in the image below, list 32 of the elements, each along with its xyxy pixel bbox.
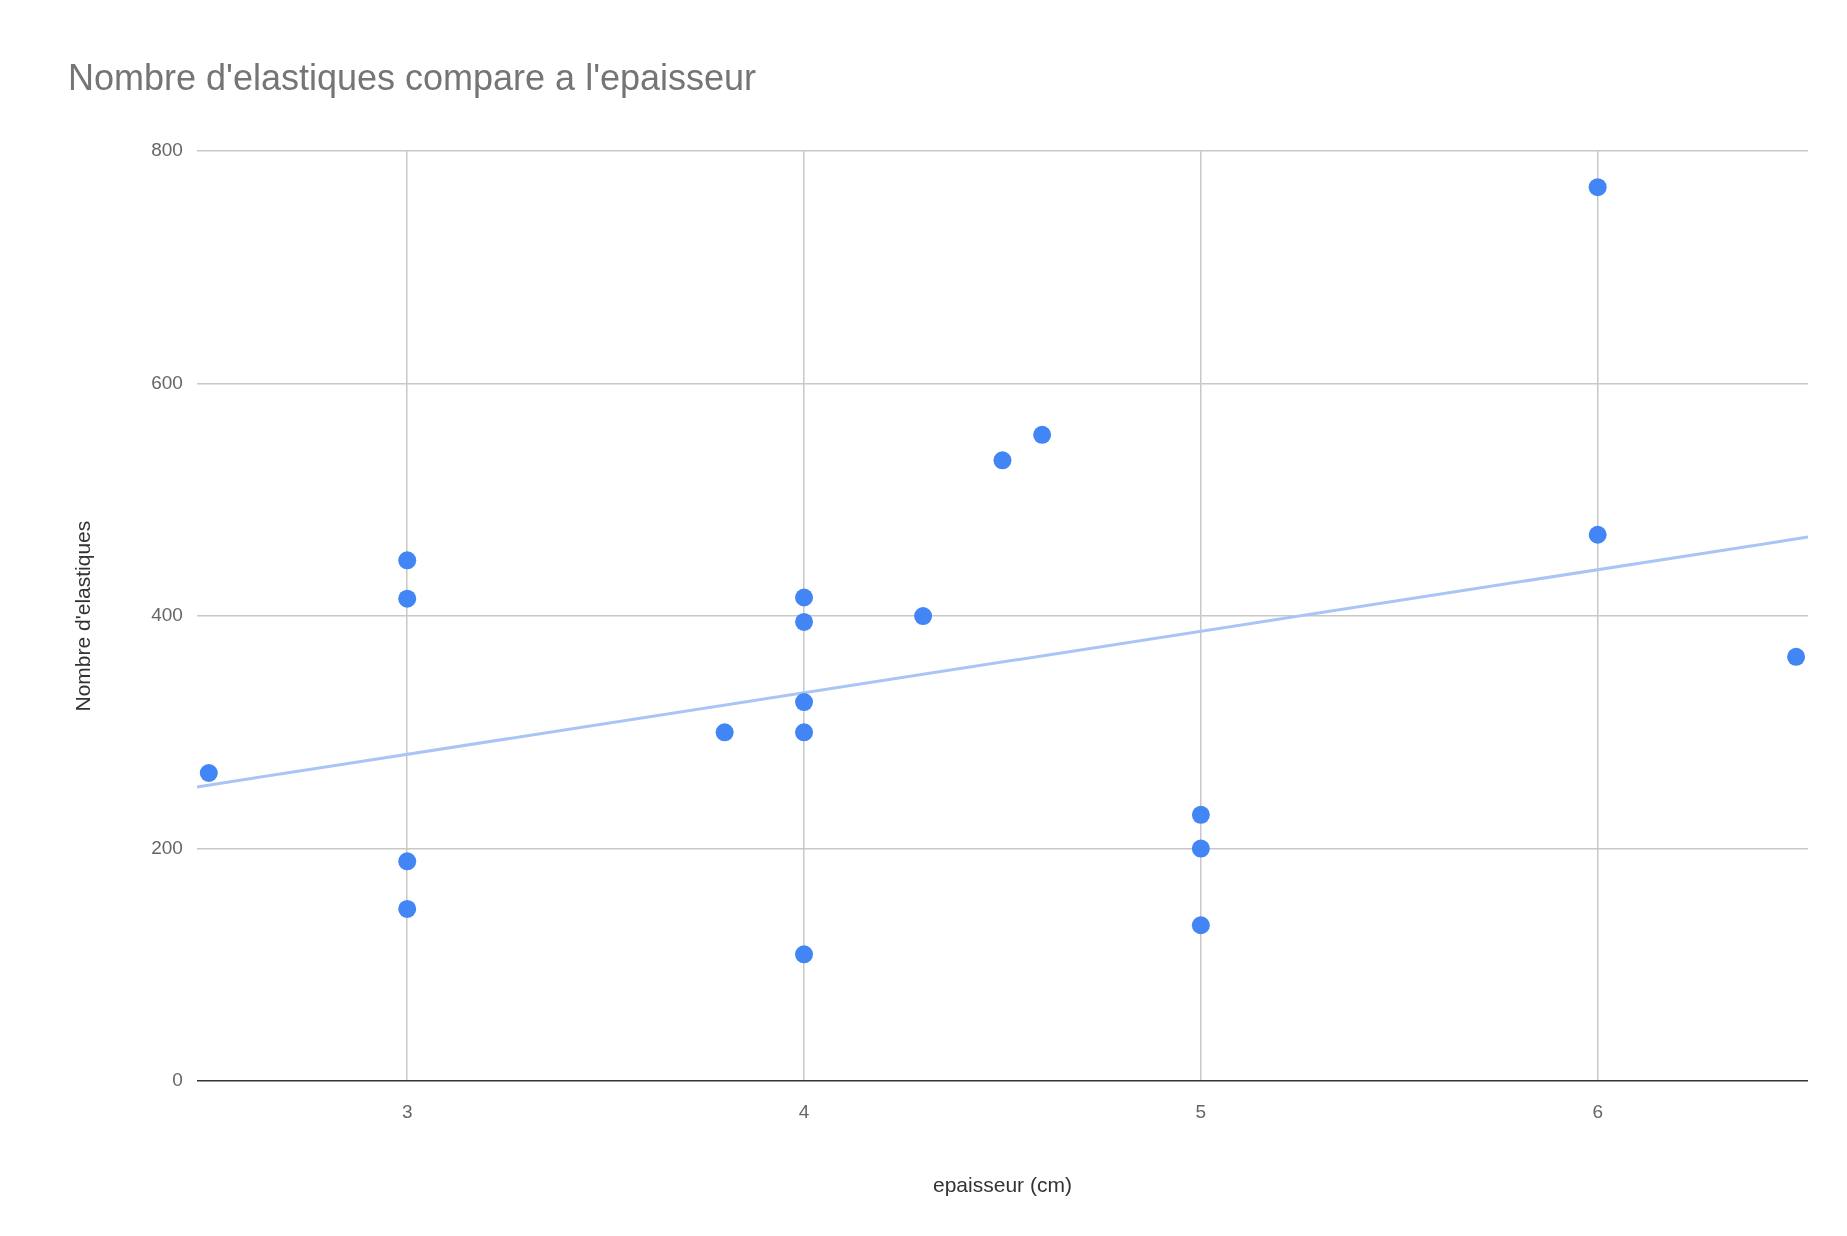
- point: [1191, 805, 1210, 824]
- x-tick-label: 4: [798, 1100, 810, 1122]
- point: [199, 764, 218, 782]
- point: [398, 852, 417, 871]
- y-tick-label: 400: [151, 604, 183, 626]
- point: [1033, 425, 1052, 444]
- point: [795, 612, 814, 631]
- point: [795, 588, 814, 607]
- x-tick-label: 3: [401, 1100, 413, 1122]
- point: [1191, 916, 1210, 935]
- point: [398, 551, 417, 570]
- point: [715, 723, 734, 742]
- x-tick-label: 6: [1592, 1100, 1603, 1122]
- chart-title: Nombre d'elastiques compare a l'epaisseur: [68, 56, 757, 98]
- point: [795, 723, 814, 742]
- y-tick-label: 0: [172, 1069, 183, 1091]
- point: [1787, 647, 1806, 666]
- point: [993, 451, 1012, 470]
- point: [1588, 525, 1607, 544]
- point: [795, 693, 814, 712]
- point: [398, 589, 417, 608]
- point: [914, 607, 933, 626]
- x-axis-title: epaisseur (cm): [933, 1173, 1072, 1197]
- point: [398, 899, 417, 918]
- y-tick-label: 600: [151, 371, 183, 393]
- point: [1191, 839, 1210, 858]
- y-tick-label: 800: [151, 139, 183, 161]
- y-tick-label: 200: [151, 836, 183, 858]
- point: [795, 945, 814, 964]
- point: [1588, 178, 1607, 197]
- y-axis-title: Nombre d'elastiques: [71, 520, 95, 712]
- x-tick-label: 5: [1195, 1100, 1207, 1122]
